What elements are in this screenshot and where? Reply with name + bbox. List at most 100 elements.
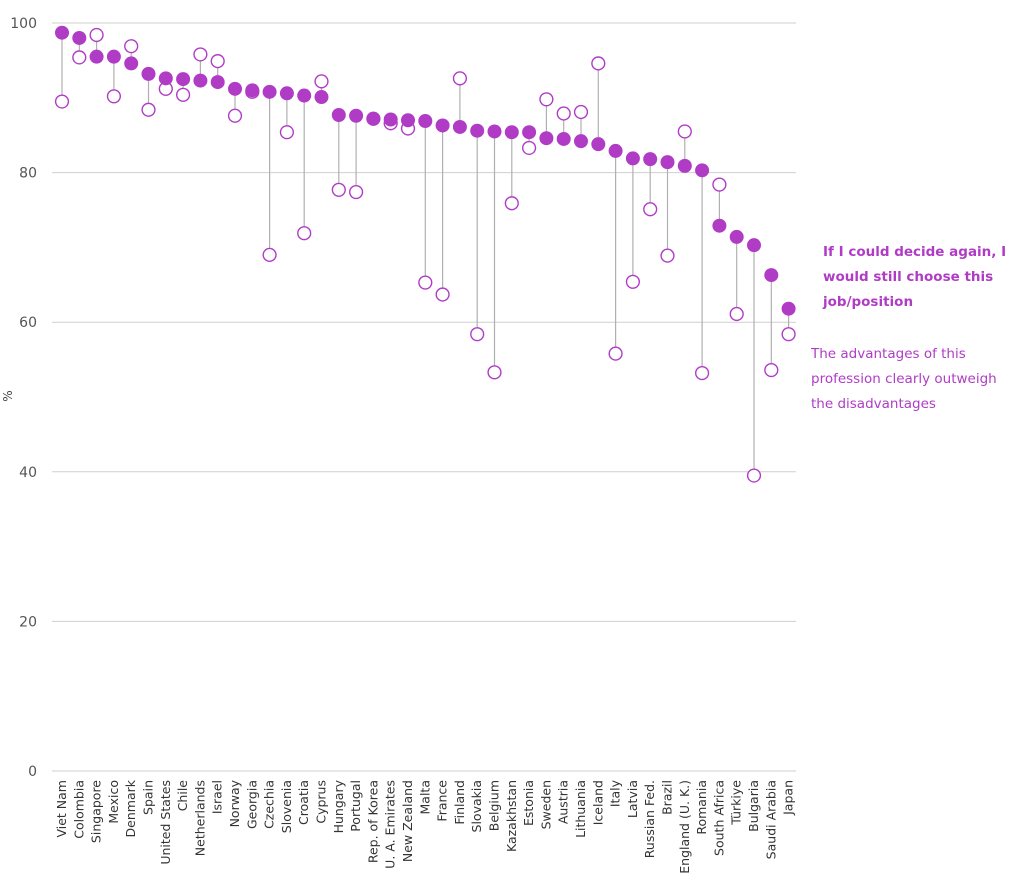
- filled-point: [781, 301, 796, 316]
- open-point: [573, 104, 589, 120]
- y-axis-label: %: [1, 390, 15, 401]
- x-category-label: Latvia: [625, 780, 640, 818]
- x-category-label: Türkiye: [729, 780, 744, 826]
- x-category-label: Slovakia: [469, 780, 484, 832]
- filled-point: [712, 218, 727, 233]
- open-point: [210, 54, 225, 69]
- x-category-label: Georgia: [244, 780, 259, 829]
- x-category-label: Norway: [227, 779, 242, 827]
- x-category-label: England (U. K.): [677, 780, 692, 874]
- open-point: [556, 106, 571, 121]
- x-category-label: Finland: [452, 780, 467, 825]
- open-point: [660, 248, 675, 263]
- x-category-label: Estonia: [521, 780, 536, 826]
- open-point: [349, 184, 364, 200]
- open-point: [435, 287, 450, 302]
- y-tick-label: 40: [19, 465, 37, 481]
- gridlines: [52, 22, 796, 772]
- x-category-label: Brazil: [660, 780, 675, 815]
- open-point: [227, 108, 243, 123]
- filled-point: [141, 66, 156, 81]
- filled-point: [228, 81, 242, 96]
- filled-point: [764, 268, 779, 283]
- open-point: [608, 346, 623, 361]
- x-category-label: Sweden: [538, 780, 553, 829]
- open-point: [452, 71, 468, 86]
- y-tick-label: 60: [19, 315, 37, 331]
- x-category-label: United States: [158, 780, 173, 865]
- filled-point: [625, 151, 640, 166]
- open-point: [72, 50, 87, 65]
- x-category-label: Mexico: [106, 780, 121, 824]
- filled-point: [245, 83, 260, 98]
- filled-point: [539, 131, 554, 146]
- x-category-label: Bulgaria: [746, 780, 761, 832]
- filled-point: [262, 84, 277, 99]
- open-point: [591, 56, 606, 71]
- filled-point: [124, 56, 139, 71]
- open-point: [746, 468, 762, 483]
- open-point: [176, 87, 191, 102]
- open-point: [54, 94, 70, 109]
- y-tick-label: 100: [10, 16, 37, 32]
- filled-point: [297, 88, 312, 103]
- x-category-label: Hungary: [331, 779, 346, 833]
- x-category-label: Kazakhstan: [504, 780, 519, 852]
- y-tick-label: 80: [19, 166, 37, 182]
- filled-point: [608, 143, 623, 158]
- x-category-label: Cyprus: [314, 780, 329, 824]
- open-point: [418, 275, 433, 290]
- x-category-label: Netherlands: [192, 780, 207, 856]
- x-category-label: U. A. Emirates: [383, 780, 398, 869]
- filled-point: [504, 125, 519, 140]
- open-point: [314, 74, 329, 89]
- open-point: [764, 362, 779, 378]
- filled-point: [643, 152, 658, 167]
- filled-point: [470, 123, 485, 138]
- filled-point: [418, 113, 433, 128]
- x-category-label: Chile: [175, 780, 190, 812]
- x-category-label: Rep. of Korea: [365, 780, 380, 863]
- open-point: [279, 125, 295, 140]
- open-point: [470, 327, 485, 342]
- x-category-label: Colombia: [71, 780, 86, 839]
- x-category-label: Japan: [781, 780, 796, 816]
- filled-point: [366, 111, 381, 126]
- legend-filled-series: If I could decide again, I would still c…: [823, 244, 1007, 310]
- open-point: [504, 196, 519, 211]
- filled-point: [176, 72, 191, 87]
- x-category-label: Iceland: [590, 780, 605, 825]
- open-point: [625, 274, 641, 289]
- filled-point: [89, 49, 104, 64]
- y-axis-tick-labels: 0 20 40 60 80 100: [10, 16, 37, 780]
- filled-point: [383, 112, 398, 127]
- open-point: [331, 182, 346, 197]
- filled-point: [210, 75, 225, 90]
- x-category-label: Belgium: [487, 780, 502, 831]
- x-category-label: Austria: [556, 780, 571, 824]
- open-point: [781, 327, 796, 342]
- open-point: [262, 247, 277, 262]
- open-point: [106, 89, 122, 104]
- open-point: [712, 177, 727, 192]
- filled-point: [487, 124, 502, 139]
- x-category-label: Lithuania: [573, 780, 588, 838]
- x-category-label: Singapore: [89, 780, 104, 843]
- filled-point: [556, 131, 571, 146]
- filled-point: [331, 108, 346, 123]
- filled-point: [677, 158, 692, 173]
- x-axis-category-labels: Viet Nam Colombia Singapore Mexico Denmark Sp…: [54, 779, 796, 874]
- filled-point: [158, 71, 173, 86]
- filled-point: [72, 30, 87, 45]
- filled-point: [193, 73, 208, 88]
- filled-point: [574, 134, 588, 149]
- open-point: [141, 102, 156, 117]
- filled-point: [279, 86, 294, 101]
- x-category-label: Portugal: [348, 780, 363, 832]
- open-point: [729, 306, 744, 322]
- open-point: [643, 202, 658, 217]
- filled-point: [435, 118, 450, 133]
- filled-point: [747, 238, 761, 253]
- x-category-label: Russian Fed.: [642, 780, 657, 858]
